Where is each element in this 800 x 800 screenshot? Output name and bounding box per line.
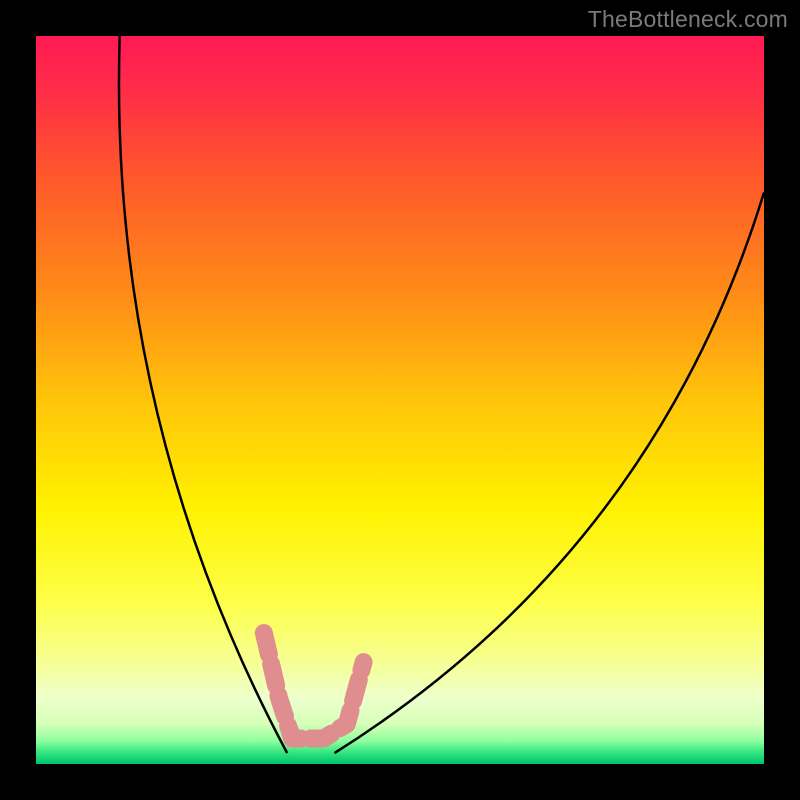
chart-frame: TheBottleneck.com	[0, 0, 800, 800]
watermark-text: TheBottleneck.com	[588, 6, 788, 33]
chart-svg	[0, 0, 800, 800]
plot-background	[36, 36, 764, 764]
